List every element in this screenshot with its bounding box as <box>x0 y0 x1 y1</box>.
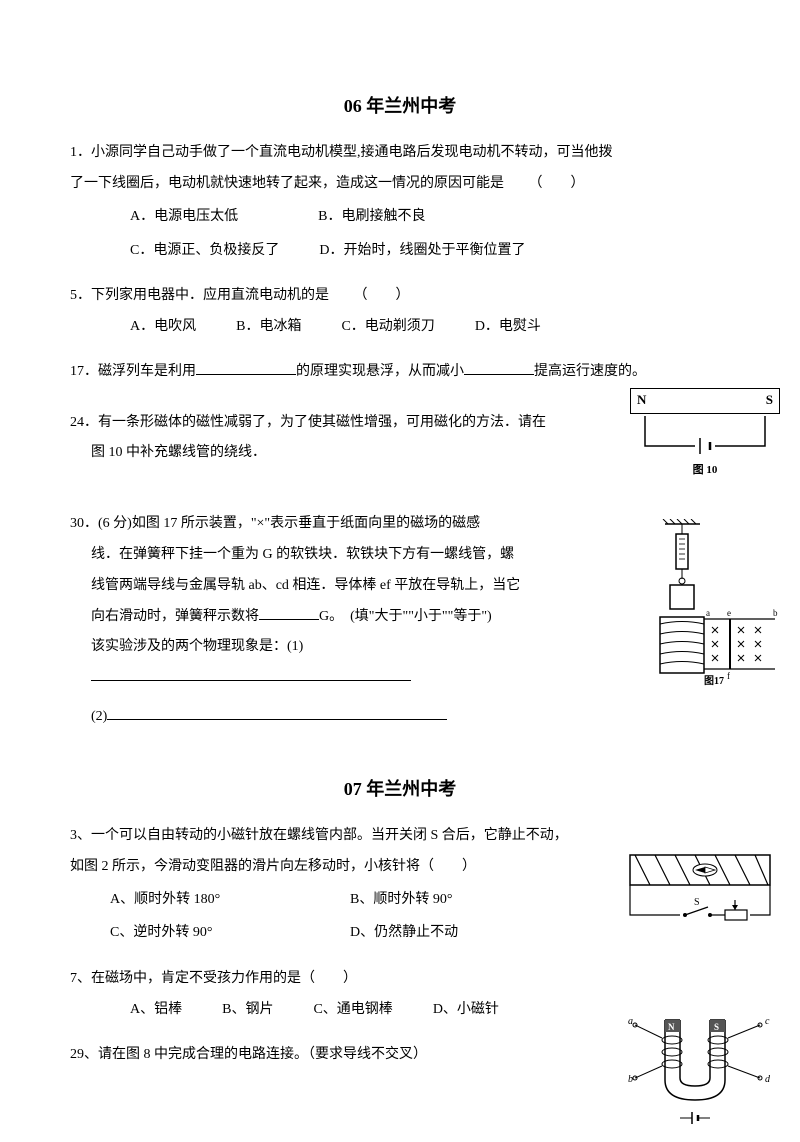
q17-text3: 提高运行速度的。 <box>534 364 646 379</box>
fig17-e: e <box>727 608 731 618</box>
q30-text2: 线．在弹簧秤下挂一个重为 G 的软铁块．软铁块下方有一螺线管，螺 <box>91 547 514 562</box>
fig8-d: d <box>765 1074 771 1085</box>
fig17-a: a <box>706 608 710 618</box>
q5-text: 下列家用电器中．应用直流电动机的是 <box>91 288 329 303</box>
q5-optD: D．电熨斗 <box>475 312 541 343</box>
fig10-label: 图 10 <box>630 458 780 482</box>
q24-num: 24． <box>70 415 98 430</box>
question-30: 30．(6 分)如图 17 所示装置，"×"表示垂直于纸面向里的磁场的磁感 线．… <box>70 509 730 733</box>
q29-text: 请在图 8 中完成合理的电路连接。（要求导线不交叉） <box>98 1047 427 1062</box>
q3-optC: C、逆时外转 90° <box>110 916 350 950</box>
q1-optA: A．电源电压太低 <box>130 200 238 234</box>
q7-optB: B、钢片 <box>222 995 273 1026</box>
figure-10: N S 图 10 <box>630 388 780 482</box>
fig8-c: c <box>765 1016 770 1027</box>
fig17-label: 图17 <box>704 675 724 687</box>
q5-num: 5． <box>70 288 91 303</box>
fig8-N: N <box>668 1022 675 1032</box>
q17-blank2 <box>464 361 534 375</box>
q7-optA: A、铝棒 <box>130 995 182 1026</box>
fig2-S: S <box>694 897 700 908</box>
q5-optC: C．电动剃须刀 <box>341 312 434 343</box>
section1-title: 06 年兰州中考 <box>70 90 730 122</box>
section2-title: 07 年兰州中考 <box>70 773 730 805</box>
figure-2: S <box>620 845 780 948</box>
q3-text1: 一个可以自由转动的小磁针放在螺线管内部。当开关闭 S 合后，它静止不动， <box>91 828 568 843</box>
q7-text: 在磁场中，肯定不受孩力作用的是（ ） <box>91 971 357 986</box>
q17-blank1 <box>196 361 296 375</box>
q30-text4: 向右滑动时，弹簧秤示数将 <box>91 609 259 624</box>
q30-num: 30． <box>70 516 98 531</box>
q30-text1: (6 分)如图 17 所示装置，"×"表示垂直于纸面向里的磁场的磁感 <box>98 516 480 531</box>
figure-8: N S a b c d <box>620 1010 780 1142</box>
q30-blank3 <box>107 706 447 720</box>
question-24: 24．有一条形磁体的磁性减弱了，为了使其磁性增强，可用磁化的方法．请在 图 10… <box>70 408 730 470</box>
fig8-S: S <box>714 1022 719 1032</box>
question-5: 5．下列家用电器中．应用直流电动机的是 （ ） A．电吹风 B．电冰箱 C．电动… <box>70 281 730 343</box>
fig10-N: N <box>637 386 646 415</box>
fig8-b: b <box>628 1074 633 1085</box>
q1-optB: B．电刷接触不良 <box>318 200 425 234</box>
question-29: 29、请在图 8 中完成合理的电路连接。（要求导线不交叉） N S <box>70 1040 730 1071</box>
q30-text5: G。 (填"大于""小于""等于") <box>319 609 492 624</box>
q1-text1: 小源同学自己动手做了一个直流电动机模型,接通电路后发现电动机不转动，可当他拨 <box>91 145 613 160</box>
q7-optC: C、通电钢棒 <box>313 995 392 1026</box>
q24-text1: 有一条形磁体的磁性减弱了，为了使其磁性增强，可用磁化的方法．请在 <box>98 415 546 430</box>
q5-optB: B．电冰箱 <box>236 312 301 343</box>
fig17-f: f <box>727 671 730 681</box>
q3-optB: B、顺时外转 90° <box>350 883 452 917</box>
q3-text2: 如图 2 所示，今滑动变阻器的滑片向左移动时，小核针将（ ） <box>70 859 476 874</box>
question-1: 1．小源同学自己动手做了一个直流电动机模型,接通电路后发现电动机不转动，可当他拨… <box>70 138 730 267</box>
q7-num: 7、 <box>70 971 91 986</box>
q30-text6: 该实验涉及的两个物理现象是：(1) <box>91 639 303 654</box>
q3-num: 3、 <box>70 828 91 843</box>
q5-paren: （ ） <box>361 288 410 303</box>
q17-text2: 的原理实现悬浮，从而减小 <box>296 364 464 379</box>
q7-optD: D、小磁针 <box>433 995 499 1026</box>
fig10-S: S <box>766 386 773 415</box>
q17-num: 17． <box>70 364 98 379</box>
q1-num: 1． <box>70 145 91 160</box>
q29-num: 29、 <box>70 1047 98 1062</box>
question-3: 3、一个可以自由转动的小磁针放在螺线管内部。当开关闭 S 合后，它静止不动， 如… <box>70 821 730 950</box>
question-17: 17．磁浮列车是利用 的原理实现悬浮，从而减小 提高运行速度的。 <box>70 357 730 388</box>
q30-text3: 线管两端导线与金属导轨 ab、cd 相连．导体棒 ef 平放在导轨上，当它 <box>91 578 520 593</box>
q1-text2: 了一下线圈后，电动机就快速地转了起来，造成这一情况的原因可能是 <box>70 176 504 191</box>
q17-text1: 磁浮列车是利用 <box>98 364 196 379</box>
q5-optA: A．电吹风 <box>130 312 196 343</box>
q1-optC: C．电源正、负极接反了 <box>130 234 279 268</box>
q3-optA: A、顺时外转 180° <box>110 883 350 917</box>
q1-optD: D．开始时，线圈处于平衡位置了 <box>319 234 525 268</box>
q3-optD: D、仍然静止不动 <box>350 916 458 950</box>
q30-text7: (2) <box>91 709 107 724</box>
fig17-b: b <box>773 608 778 618</box>
q1-paren: （ ） <box>536 176 585 191</box>
fig8-a: a <box>628 1016 633 1027</box>
figure-17: a b e f 图17 <box>630 519 780 712</box>
q30-blank1 <box>259 606 319 620</box>
q30-blank2 <box>91 667 411 681</box>
q24-text2: 图 10 中补充螺线管的绕线． <box>91 445 266 460</box>
